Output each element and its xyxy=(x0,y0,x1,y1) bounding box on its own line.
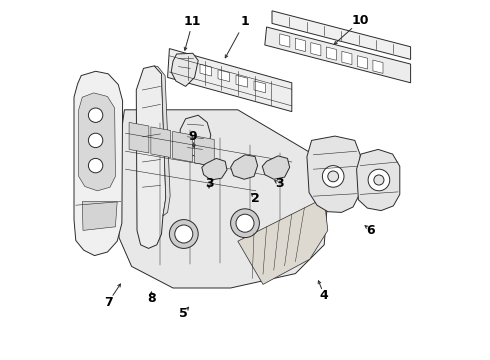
Polygon shape xyxy=(129,122,149,153)
Polygon shape xyxy=(151,127,171,158)
Circle shape xyxy=(322,166,344,187)
Text: 10: 10 xyxy=(351,14,369,27)
Polygon shape xyxy=(342,51,352,65)
Text: 6: 6 xyxy=(367,224,375,237)
Polygon shape xyxy=(265,27,411,83)
Polygon shape xyxy=(202,158,227,180)
Polygon shape xyxy=(118,110,328,288)
Text: 8: 8 xyxy=(147,292,156,305)
Text: 5: 5 xyxy=(179,307,188,320)
Text: 1: 1 xyxy=(241,15,249,28)
Polygon shape xyxy=(200,64,212,76)
Polygon shape xyxy=(172,131,193,162)
Polygon shape xyxy=(238,198,328,284)
Polygon shape xyxy=(311,42,321,56)
Circle shape xyxy=(88,158,103,173)
Polygon shape xyxy=(307,136,360,212)
Polygon shape xyxy=(218,70,229,82)
Polygon shape xyxy=(82,202,117,230)
Circle shape xyxy=(170,220,198,248)
Polygon shape xyxy=(195,136,214,166)
Polygon shape xyxy=(79,93,116,191)
Circle shape xyxy=(88,133,103,148)
Circle shape xyxy=(374,175,384,185)
Text: 2: 2 xyxy=(251,192,260,204)
Polygon shape xyxy=(236,75,247,87)
Polygon shape xyxy=(262,156,290,179)
Circle shape xyxy=(328,171,339,182)
Text: 11: 11 xyxy=(184,15,201,28)
Circle shape xyxy=(88,108,103,122)
Text: 3: 3 xyxy=(275,177,284,190)
Polygon shape xyxy=(295,38,305,51)
Circle shape xyxy=(231,209,259,238)
Polygon shape xyxy=(154,66,170,216)
Polygon shape xyxy=(280,34,290,47)
Circle shape xyxy=(175,225,193,243)
Text: 3: 3 xyxy=(205,177,213,190)
Polygon shape xyxy=(272,11,411,59)
Polygon shape xyxy=(357,56,368,69)
Circle shape xyxy=(368,169,390,191)
Text: 4: 4 xyxy=(320,289,329,302)
Polygon shape xyxy=(180,115,211,157)
Polygon shape xyxy=(136,66,166,248)
Text: 9: 9 xyxy=(189,130,197,143)
Polygon shape xyxy=(231,155,258,179)
Polygon shape xyxy=(182,59,194,71)
Polygon shape xyxy=(74,71,122,256)
Polygon shape xyxy=(168,49,292,112)
Circle shape xyxy=(236,214,254,232)
Text: 7: 7 xyxy=(104,296,113,309)
Polygon shape xyxy=(254,81,266,93)
Polygon shape xyxy=(171,53,198,86)
Polygon shape xyxy=(357,149,400,211)
Polygon shape xyxy=(373,60,383,73)
Polygon shape xyxy=(326,47,337,60)
